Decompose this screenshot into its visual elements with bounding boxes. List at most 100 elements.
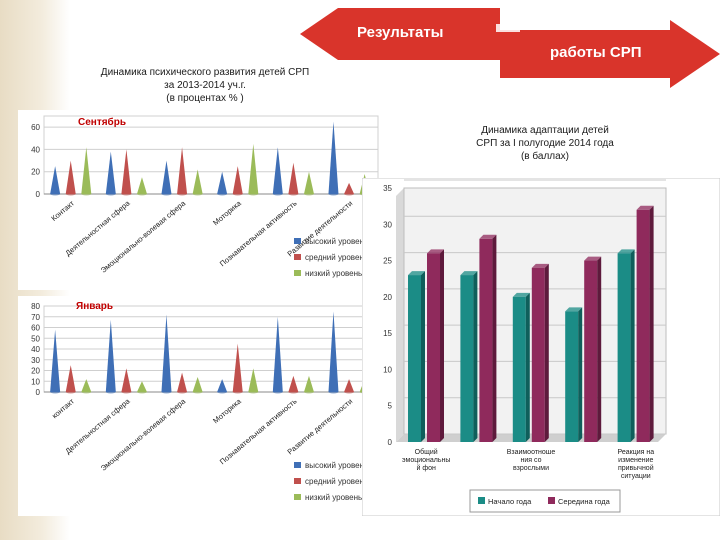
legend-swatch <box>478 497 485 504</box>
y-tick-label: 20 <box>31 168 40 177</box>
legend-swatch <box>294 270 301 276</box>
category-label: Реакция на изменение привычной ситуации <box>617 449 654 480</box>
spike-mark <box>328 311 339 392</box>
side-wall <box>396 188 404 442</box>
legend-label: средний уровень <box>305 253 368 262</box>
bar-mark <box>408 275 421 442</box>
legend-swatch <box>294 478 301 484</box>
spike-base <box>344 192 355 196</box>
legend-label: средний уровень <box>305 477 368 486</box>
left-title-line2: за 2013-2014 уч.г. <box>164 80 246 91</box>
bar-top <box>617 249 635 254</box>
spike-base <box>136 192 147 196</box>
y-tick-label: 50 <box>31 334 40 343</box>
bar-top <box>460 271 478 276</box>
legend-label: высокий уровень <box>305 237 368 246</box>
spike-base <box>192 390 203 394</box>
y-tick-label: 0 <box>388 438 393 447</box>
spike-mark <box>303 375 314 392</box>
bar-mark <box>512 296 526 442</box>
spike-mark <box>272 147 283 194</box>
bar-mark <box>584 260 598 442</box>
bar-top <box>512 292 530 297</box>
legend-swatch <box>548 497 555 504</box>
legend-swatch <box>294 494 301 500</box>
left-banner-arrow <box>300 8 500 60</box>
right-title-line1: Динамика адаптации детей <box>481 125 609 136</box>
y-tick-label: 60 <box>31 324 40 333</box>
category-label: Контакт <box>49 198 76 223</box>
spike-mark <box>303 171 314 194</box>
bar-side <box>578 307 583 442</box>
spike-base <box>81 192 92 196</box>
spike-base <box>121 192 132 196</box>
spike-base <box>177 192 188 196</box>
spike-mark <box>65 160 76 194</box>
spike-mark <box>344 182 355 194</box>
y-tick-label: 80 <box>31 302 40 311</box>
right-title-line3: (в баллах) <box>520 151 570 162</box>
spike-base <box>81 390 92 394</box>
legend-label: низкий уровень <box>305 269 362 278</box>
bar-top <box>584 256 602 261</box>
left-title-line3: (в процентах % ) <box>166 93 244 104</box>
spike-mark <box>217 171 228 194</box>
spike-base <box>50 390 61 394</box>
bar-side <box>421 271 425 442</box>
spike-mark <box>81 379 92 392</box>
category-label: контакт <box>50 396 76 420</box>
spike-mark <box>136 381 147 392</box>
right-title-line2: СРП за I полугодие 2014 года <box>476 138 614 149</box>
y-tick-label: 40 <box>31 145 40 154</box>
legend-label: Начало года <box>488 497 532 506</box>
spike-mark <box>161 160 172 194</box>
spike-mark <box>105 319 116 392</box>
y-tick-label: 60 <box>31 123 40 132</box>
bar-side <box>440 249 444 442</box>
spike-base <box>136 390 147 394</box>
spike-base <box>105 192 116 196</box>
spike-base <box>65 192 76 196</box>
bar-side <box>525 292 530 442</box>
spike-base <box>248 390 259 394</box>
bar-top <box>408 271 425 276</box>
right-chart-title: Динамика адаптации детей СРП за I полуго… <box>450 124 640 163</box>
month-label: Сентябрь <box>78 116 126 128</box>
month-label: Январь <box>76 301 113 312</box>
y-tick-label: 20 <box>31 367 40 376</box>
spike-base <box>248 192 259 196</box>
spike-base <box>272 390 283 394</box>
y-tick-label: 20 <box>383 293 392 302</box>
left-title-line1: Динамика психического развития детей СРП <box>100 67 310 78</box>
legend-label: высокий уровень <box>305 461 368 470</box>
category-label: Общий эмоциональны й фон <box>402 448 450 472</box>
spike-base <box>105 390 116 394</box>
spike-base <box>65 390 76 394</box>
spike-mark <box>121 368 132 392</box>
spike-base <box>344 390 355 394</box>
legend-label: Середина года <box>558 497 611 506</box>
spike-base <box>288 390 299 394</box>
spike-base <box>232 390 243 394</box>
bar-mark <box>531 267 545 442</box>
bar-side <box>492 234 497 442</box>
spike-base <box>50 192 61 196</box>
bar-side <box>630 249 635 442</box>
banner-right-label: работы СРП <box>550 44 642 61</box>
spike-base <box>232 192 243 196</box>
legend-swatch <box>294 254 301 260</box>
spike-mark <box>192 376 203 392</box>
spike-base <box>161 192 172 196</box>
spike-mark <box>344 379 355 392</box>
legend-box <box>469 489 621 513</box>
bar-mark <box>427 253 440 442</box>
y-tick-label: 10 <box>31 377 40 386</box>
y-tick-label: 30 <box>383 220 392 229</box>
spike-base <box>161 390 172 394</box>
category-label: Моторика <box>211 396 243 425</box>
spike-mark <box>136 177 147 194</box>
spike-mark <box>192 169 203 194</box>
banner-left-label: Результаты <box>357 24 444 41</box>
spike-base <box>272 192 283 196</box>
category-label: Моторика <box>211 198 243 227</box>
